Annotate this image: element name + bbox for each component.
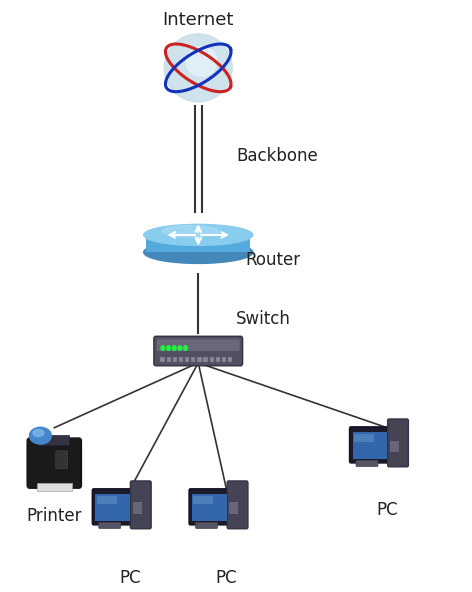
- Ellipse shape: [162, 226, 219, 237]
- FancyBboxPatch shape: [173, 357, 177, 362]
- FancyBboxPatch shape: [193, 496, 213, 504]
- FancyBboxPatch shape: [388, 419, 408, 467]
- FancyBboxPatch shape: [189, 489, 230, 525]
- FancyBboxPatch shape: [157, 339, 240, 351]
- FancyBboxPatch shape: [93, 489, 133, 525]
- FancyBboxPatch shape: [56, 451, 67, 469]
- FancyBboxPatch shape: [353, 432, 388, 459]
- Ellipse shape: [143, 241, 253, 263]
- Text: PC: PC: [119, 570, 141, 587]
- FancyBboxPatch shape: [216, 357, 220, 362]
- FancyBboxPatch shape: [27, 438, 81, 488]
- FancyBboxPatch shape: [203, 357, 208, 362]
- FancyBboxPatch shape: [191, 357, 195, 362]
- FancyBboxPatch shape: [167, 357, 171, 362]
- FancyBboxPatch shape: [195, 522, 218, 529]
- Ellipse shape: [30, 427, 51, 444]
- Text: Router: Router: [245, 250, 301, 269]
- FancyBboxPatch shape: [160, 357, 165, 362]
- FancyBboxPatch shape: [39, 435, 69, 445]
- Text: PC: PC: [376, 501, 398, 519]
- FancyBboxPatch shape: [228, 357, 232, 362]
- Ellipse shape: [164, 34, 232, 102]
- Ellipse shape: [33, 429, 44, 436]
- FancyBboxPatch shape: [222, 357, 226, 362]
- FancyBboxPatch shape: [192, 494, 227, 521]
- FancyBboxPatch shape: [390, 440, 399, 452]
- Polygon shape: [364, 461, 370, 463]
- Text: PC: PC: [216, 570, 237, 587]
- Circle shape: [184, 346, 187, 350]
- FancyBboxPatch shape: [130, 481, 151, 529]
- Text: Internet: Internet: [162, 11, 234, 30]
- FancyBboxPatch shape: [96, 496, 117, 504]
- FancyBboxPatch shape: [229, 503, 238, 513]
- FancyBboxPatch shape: [354, 435, 374, 442]
- FancyBboxPatch shape: [37, 482, 72, 491]
- FancyBboxPatch shape: [210, 357, 214, 362]
- Text: Backbone: Backbone: [236, 147, 318, 165]
- FancyBboxPatch shape: [99, 522, 121, 529]
- Text: Switch: Switch: [236, 310, 291, 327]
- FancyBboxPatch shape: [197, 357, 202, 362]
- Circle shape: [167, 346, 170, 350]
- Ellipse shape: [143, 224, 253, 246]
- FancyBboxPatch shape: [133, 503, 142, 513]
- FancyBboxPatch shape: [349, 427, 390, 463]
- FancyBboxPatch shape: [95, 494, 130, 521]
- FancyBboxPatch shape: [154, 336, 243, 366]
- Circle shape: [178, 346, 182, 350]
- Circle shape: [172, 346, 176, 350]
- Polygon shape: [146, 235, 250, 252]
- FancyBboxPatch shape: [179, 357, 183, 362]
- FancyBboxPatch shape: [356, 461, 378, 466]
- Polygon shape: [203, 523, 210, 525]
- Text: Printer: Printer: [26, 507, 82, 525]
- FancyBboxPatch shape: [227, 481, 248, 529]
- FancyBboxPatch shape: [185, 357, 189, 362]
- Polygon shape: [107, 523, 113, 525]
- Ellipse shape: [186, 47, 217, 76]
- Circle shape: [161, 346, 165, 350]
